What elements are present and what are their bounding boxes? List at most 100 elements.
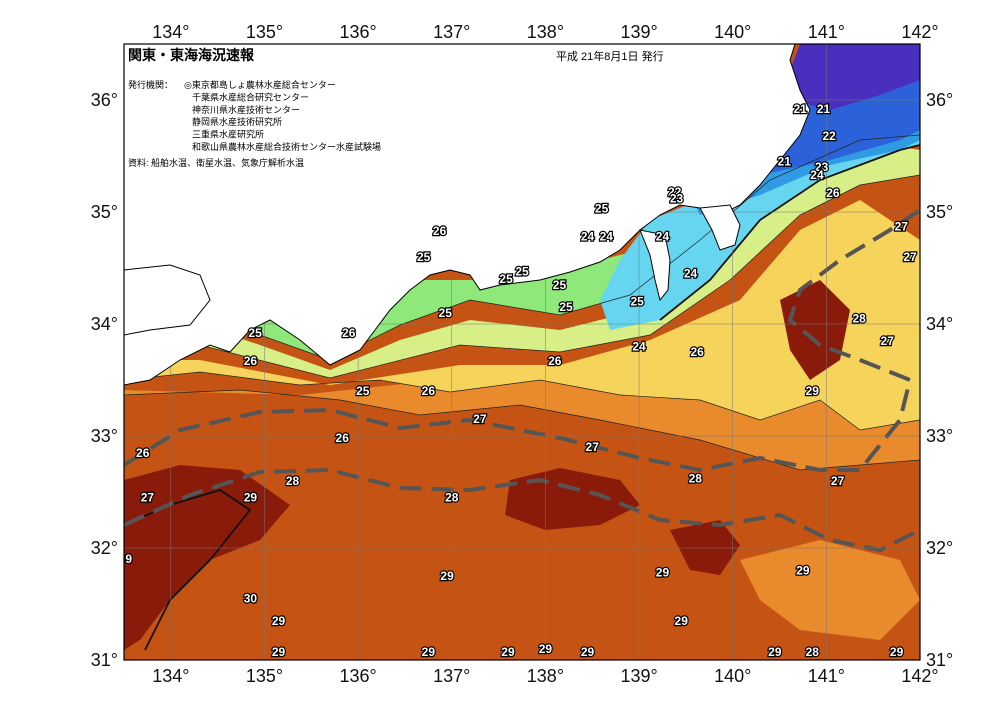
latitude-label-right: 33° — [926, 426, 953, 446]
latitude-labels-left: 36° 35° 34° 33° 32° 31° — [91, 90, 118, 670]
longitude-label-bottom: 137° — [433, 666, 470, 686]
isotherm-label: 26 — [342, 326, 356, 340]
latitude-label-left: 36° — [91, 90, 118, 110]
isotherm-label: 25 — [631, 295, 645, 309]
sst-28-south-zone — [740, 540, 920, 640]
isotherm-label: 29 — [675, 614, 689, 628]
map-frame — [123, 43, 921, 661]
isotherm-label: 25 — [553, 278, 567, 292]
isotherm-label: 23 — [815, 160, 829, 174]
isotherm-label: 29 — [890, 645, 904, 659]
map-title: 関東・東海海況速報 — [128, 47, 255, 63]
latitude-label-right: 35° — [926, 202, 953, 222]
isotherm-label: 29 — [806, 384, 820, 398]
latitude-label-left: 33° — [91, 426, 118, 446]
issuer-item: 三重県水産研究所 — [192, 129, 264, 140]
longitude-label-top: 137° — [433, 22, 470, 42]
thick-contour-25 — [659, 144, 920, 321]
isotherm-label: 24 — [600, 230, 614, 244]
latitude-label-right: 31° — [926, 650, 953, 670]
isotherm-label: 26 — [422, 384, 436, 398]
isotherm-label: 29 — [272, 614, 286, 628]
isotherm-label: 26 — [136, 446, 150, 460]
sst-30-se-zone — [670, 520, 740, 575]
longitude-label-top: 141° — [808, 22, 845, 42]
isotherm-label: 30 — [244, 591, 258, 605]
sst-24-zone — [600, 115, 920, 330]
issuer-item: 和歌山県農林水産総合技術センター水産試験場 — [192, 141, 381, 152]
issue-date: 平成 21年8月1日 発行 — [556, 49, 664, 63]
isotherm-label: 26 — [548, 354, 562, 368]
land-honshu-kinki — [123, 43, 811, 386]
isotherm-label: 24 — [632, 339, 646, 353]
isotherm-label: 27 — [895, 220, 909, 234]
isotherm-label: 25 — [595, 202, 609, 216]
isotherm-label: 27 — [141, 491, 155, 505]
isotherm-label: 28 — [689, 472, 703, 486]
isotherm-label: 28 — [445, 491, 459, 505]
isotherm-label: 22 — [822, 129, 836, 143]
isotherm-label: 28 — [806, 645, 820, 659]
isotherm-label: 25 — [515, 264, 529, 278]
longitude-label-bottom: 139° — [620, 666, 657, 686]
thin-contours — [124, 134, 920, 471]
isotherm-label: 25 — [356, 384, 370, 398]
longitude-label-top: 140° — [714, 22, 751, 42]
isotherm-label: 21 — [817, 102, 831, 116]
longitude-label-top: 134° — [152, 22, 189, 42]
isotherm-label: 24 — [810, 168, 824, 182]
isotherm-label: 29 — [796, 563, 810, 577]
sst-30-ne-zone — [780, 280, 850, 380]
issuer-list: ◎東京都島しょ農林水産総合センター千葉県水産総合研究センター神奈川県水産技術セン… — [184, 79, 381, 152]
latitude-label-right: 36° — [926, 90, 953, 110]
longitude-label-bottom: 140° — [714, 666, 751, 686]
isotherm-label: 29 — [581, 645, 595, 659]
isotherm-label: 24 — [581, 230, 595, 244]
isotherm-label: 27 — [881, 334, 895, 348]
isotherm-label: 26 — [336, 431, 350, 445]
longitude-label-bottom: 142° — [901, 666, 938, 686]
isotherm-label: 25 — [439, 306, 453, 320]
isotherm-label: 29 — [501, 645, 515, 659]
longitude-label-top: 136° — [340, 22, 377, 42]
isotherm-label: 21 — [778, 155, 792, 169]
longitude-labels-top: 134° 135° 136° 137° 138° 139° 140° 141° 142° — [152, 22, 938, 42]
land — [123, 43, 811, 386]
isotherm-label: 29 — [422, 645, 436, 659]
data-source: 資料: 船舶水温、衛星水温、気象庁解析水温 — [128, 157, 304, 168]
isotherm-label: 23 — [670, 192, 684, 206]
land-izu-peninsula — [639, 229, 671, 302]
isotherm-label: 27 — [586, 440, 600, 454]
issuers-label: 発行機関： — [128, 79, 173, 90]
isotherm-label: 27 — [473, 412, 487, 426]
latitude-labels-right: 36° 35° 34° 33° 32° 31° — [926, 90, 953, 670]
isotherm-label: 26 — [433, 224, 447, 238]
longitude-label-bottom: 134° — [152, 666, 189, 686]
isotherm-label: 24 — [656, 230, 670, 244]
isotherm-label: 24 — [684, 267, 698, 281]
isotherm-label: 25 — [417, 250, 431, 264]
longitude-label-top: 138° — [527, 22, 564, 42]
isotherm-label: 27 — [903, 250, 917, 264]
issuer-item: ◎東京都島しょ農林水産総合センター — [184, 79, 336, 90]
issuer-item: 神奈川県水産技術センター — [192, 104, 300, 115]
isotherm-label: 26 — [690, 345, 704, 359]
isotherm-label: 29 — [768, 645, 782, 659]
isotherm-label: 25 — [559, 300, 573, 314]
longitude-label-bottom: 138° — [527, 666, 564, 686]
longitude-label-top: 142° — [901, 22, 938, 42]
latitude-label-left: 32° — [91, 538, 118, 558]
isotherm-label: 28 — [286, 474, 300, 488]
land-awaji-shikoku — [123, 264, 211, 336]
kuroshio-paths — [124, 208, 920, 553]
longitude-label-bottom: 135° — [246, 666, 283, 686]
isotherm-label: 22 — [668, 185, 682, 199]
longitude-label-bottom: 136° — [340, 666, 377, 686]
latitude-label-left: 31° — [91, 650, 118, 670]
longitude-labels-bottom: 134° 135° 136° 137° 138° 139° 140° 141° 142° — [152, 666, 938, 686]
isotherm-label: 25 — [499, 272, 513, 286]
isotherm-label: 29 — [440, 569, 454, 583]
isotherm-label: 25 — [248, 326, 262, 340]
